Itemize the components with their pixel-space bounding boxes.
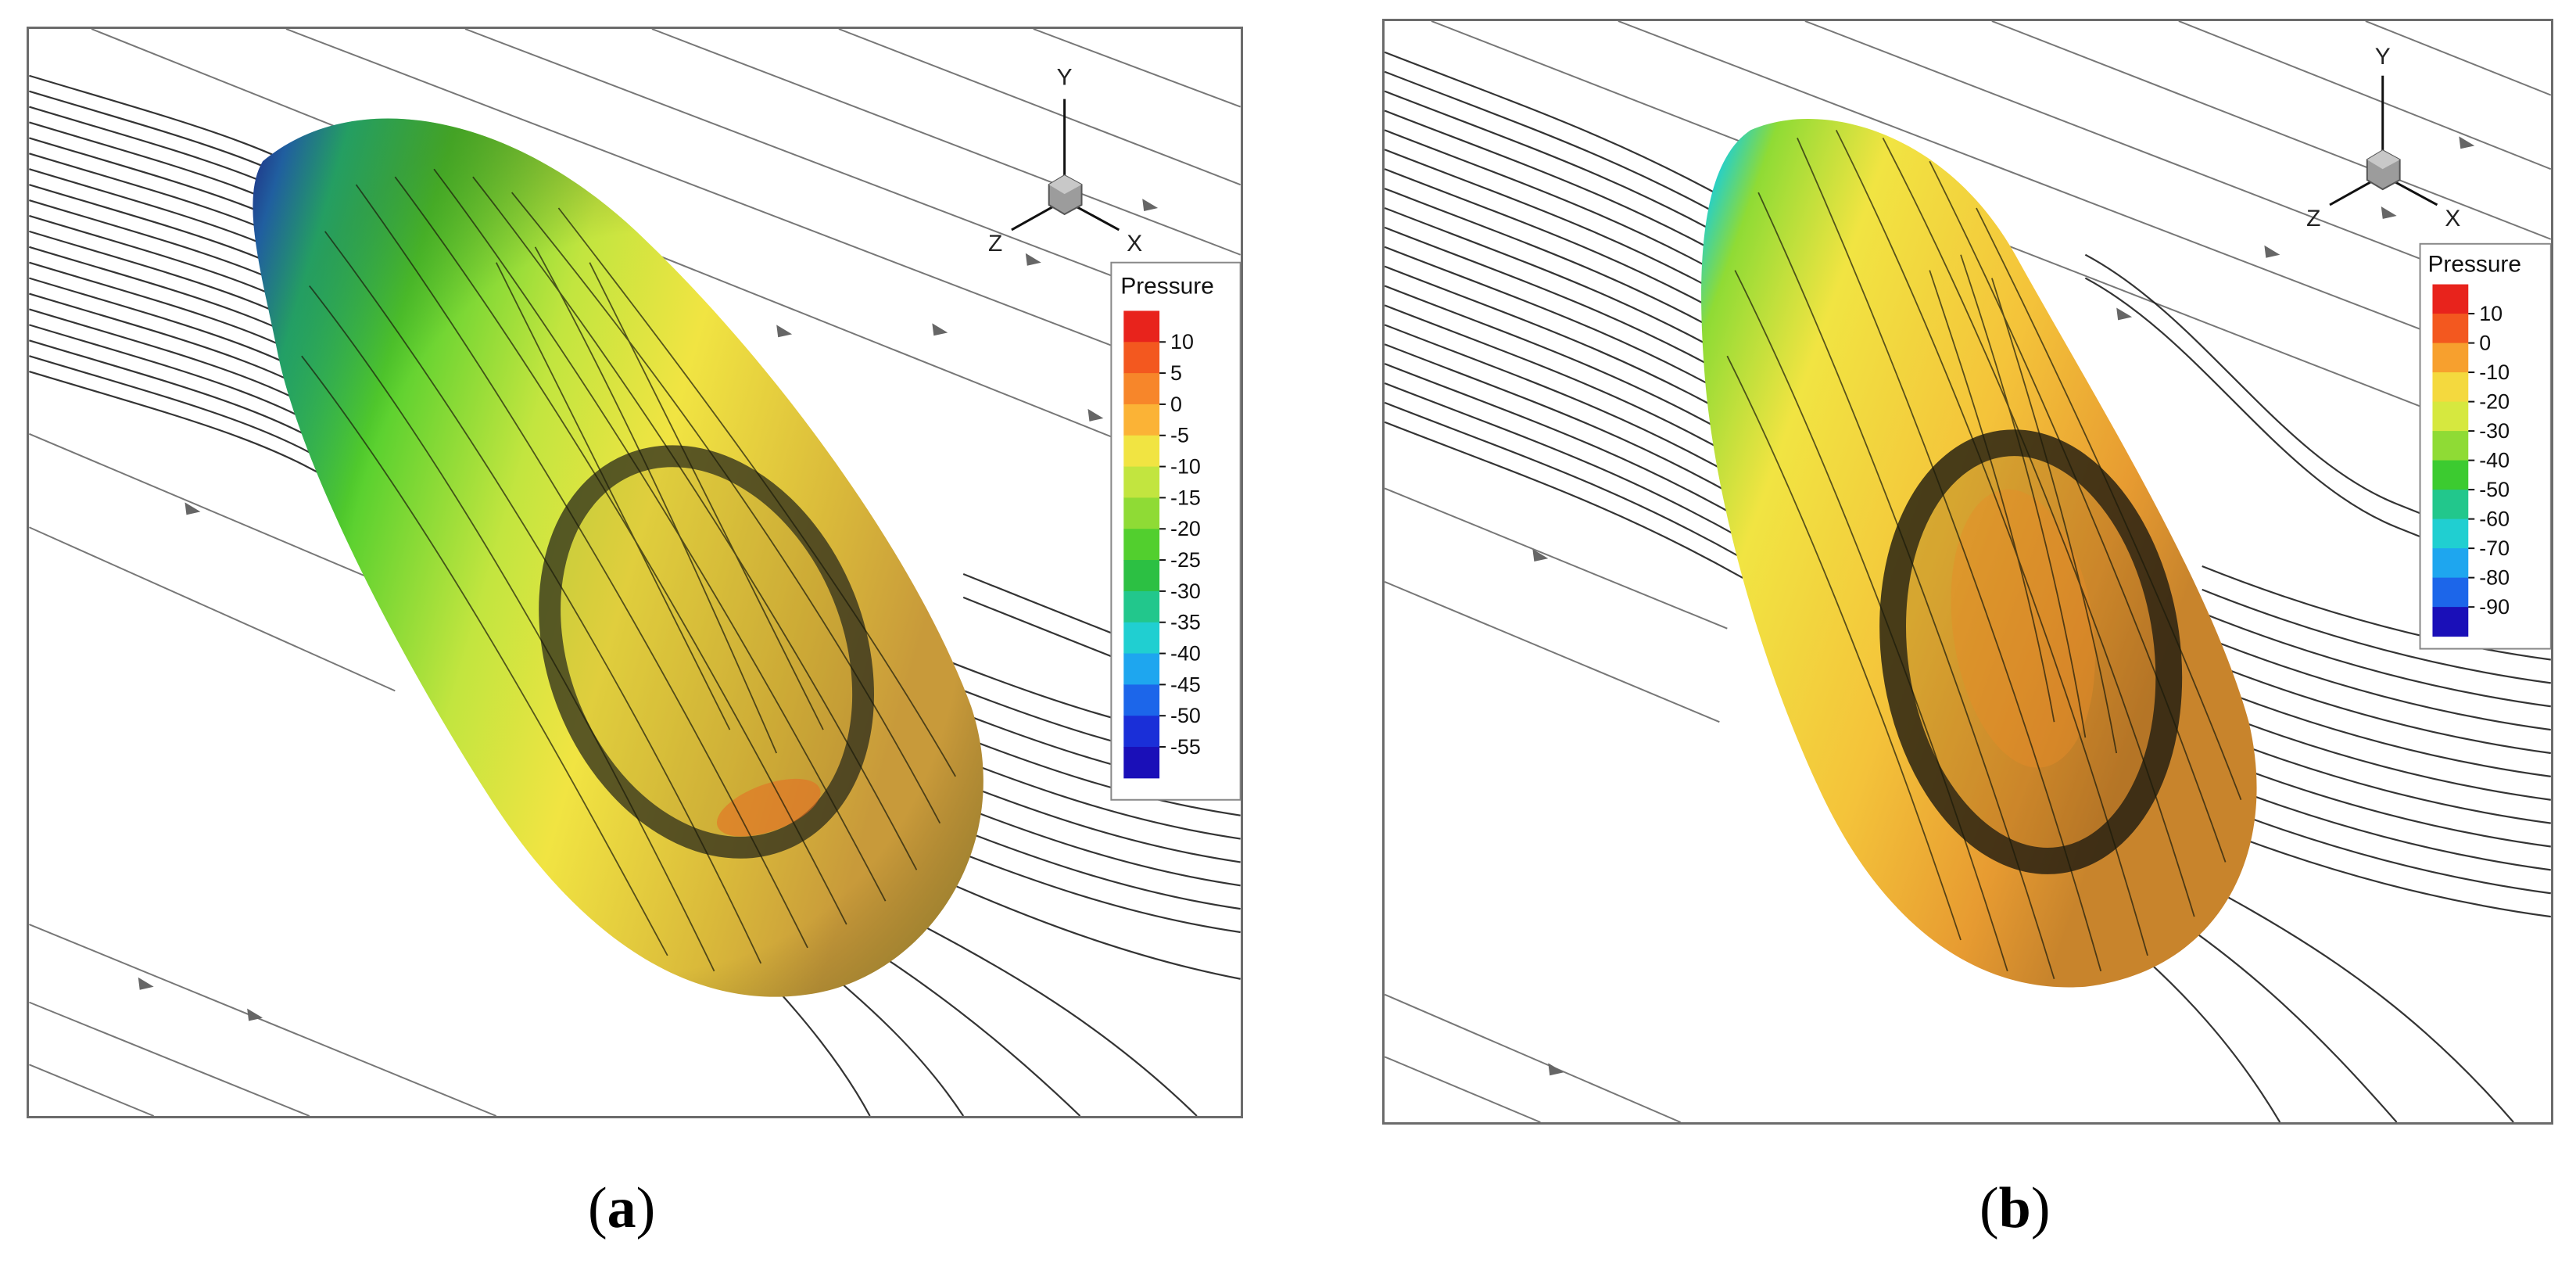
legend-color-swatch [1123, 466, 1160, 498]
legend-tick-label: 10 [1170, 330, 1194, 353]
legend-tick-label: -70 [2479, 536, 2510, 560]
legend-tick-label: 0 [1170, 393, 1182, 416]
panel-b: Y Z X Pressure 10 0 -10 -20 -30 -40 -50 -60 -70 -… [1382, 19, 2553, 1125]
legend-tick-label: 10 [2479, 302, 2503, 325]
legend-tick-label: -35 [1170, 611, 1201, 634]
streamline-bundle-upstream-b [1385, 51, 1743, 579]
ring-vortex-b [1879, 429, 2183, 874]
pressure-legend-a: Pressure 10 5 0 -5 -10 -15 -20 -25 -30 -35 -40 -45 -… [1110, 261, 1241, 801]
caption-a: (a) [588, 1176, 656, 1240]
legend-tick-label: -5 [1170, 424, 1189, 447]
legend-color-swatch [1123, 716, 1160, 748]
legend-color-swatch [2432, 431, 2469, 461]
legend-tick-label: -90 [2479, 595, 2510, 619]
flow-visualization-a: Y Z X Pressure 10 5 0 -5 -10 -15 -20 -25 -30 -35 -… [29, 29, 1241, 1116]
panel-a: Y Z X Pressure 10 5 0 -5 -10 -15 -20 -25 -30 -35 -… [27, 27, 1243, 1118]
caption-b: (b) [1979, 1176, 2051, 1240]
freestream-arrows-a [138, 199, 1159, 1021]
legend-tick-label: -50 [1170, 704, 1201, 727]
legend-color-swatch [2432, 518, 2469, 549]
legend-color-swatch [2432, 460, 2469, 490]
legend-title-b: Pressure [2427, 252, 2520, 278]
legend-tick-label: 0 [2479, 332, 2491, 355]
legend-color-swatch [1123, 590, 1160, 623]
legend-color-swatch [2432, 343, 2469, 373]
legend-tick-label: -25 [1170, 548, 1201, 572]
legend-color-swatch [1123, 529, 1160, 561]
legend-tick-label: -15 [1170, 486, 1201, 509]
pressure-legend-b: Pressure 10 0 -10 -20 -30 -40 -50 -60 -70 -80 -90 [2419, 242, 2551, 650]
legend-ticks-b: 10 0 -10 -20 -30 -40 -50 -60 -70 -80 -90 [2468, 302, 2510, 619]
flow-visualization-b: Y Z X Pressure 10 0 -10 -20 -30 -40 -50 -60 -70 -… [1385, 21, 2551, 1122]
legend-tick-label: -30 [1170, 579, 1201, 603]
legend-tick-label: -40 [1170, 642, 1201, 666]
surface-streamlines-a [301, 168, 957, 972]
axis-label-z: Z [2306, 206, 2320, 231]
legend-color-swatch [2432, 401, 2469, 432]
legend-tick-label: -80 [2479, 566, 2510, 590]
axis-triad-a: Y Z X [988, 65, 1142, 257]
axis-label-x: X [2445, 206, 2460, 231]
legend-color-swatch [2432, 577, 2469, 608]
legend-title-a: Pressure [1120, 274, 1213, 300]
legend-tick-label: -50 [2479, 478, 2510, 501]
legend-color-swatch [1123, 373, 1160, 405]
freestream-arrows-b [1532, 136, 2475, 1076]
legend-tick-label: -20 [2479, 390, 2510, 414]
legend-color-swatch [1123, 435, 1160, 468]
legend-color-swatch [2432, 548, 2469, 579]
legend-color-swatch [1123, 342, 1160, 374]
legend-tick-label: -30 [2479, 419, 2510, 443]
legend-color-swatch [2432, 284, 2469, 314]
legend-colorbar-b [2432, 284, 2469, 637]
legend-tick-label: -20 [1170, 517, 1201, 540]
axis-triad-b: Y Z X [2306, 44, 2460, 231]
axis-label-y: Y [2375, 44, 2391, 70]
legend-colorbar-a [1123, 310, 1160, 779]
legend-color-swatch [1123, 622, 1160, 655]
legend-tick-label: 5 [1170, 361, 1182, 385]
legend-color-swatch [2432, 490, 2469, 520]
legend-color-swatch [1123, 404, 1160, 436]
freestream-lines-a [29, 29, 1241, 1116]
legend-color-swatch [1123, 653, 1160, 685]
axis-label-x: X [1127, 231, 1142, 257]
surface-streamlines-b [1726, 130, 2242, 980]
body-surface-b [1701, 119, 2257, 988]
legend-tick-label: -60 [2479, 508, 2510, 531]
legend-color-swatch [1123, 310, 1160, 343]
legend-color-swatch [1123, 747, 1160, 779]
axis-label-z: Z [988, 231, 1002, 257]
legend-tick-label: -40 [2479, 449, 2510, 472]
legend-tick-label: -10 [1170, 455, 1201, 479]
legend-color-swatch [2432, 372, 2469, 403]
axis-label-y: Y [1057, 65, 1073, 91]
legend-tick-label: -55 [1170, 735, 1201, 759]
legend-color-swatch [2432, 314, 2469, 344]
legend-color-swatch [1123, 684, 1160, 716]
legend-ticks-a: 10 5 0 -5 -10 -15 -20 -25 -30 -35 -40 -45 -50 -55 [1159, 330, 1201, 759]
legend-tick-label: -45 [1170, 673, 1201, 696]
legend-color-swatch [1123, 497, 1160, 529]
legend-color-swatch [2432, 607, 2469, 637]
legend-tick-label: -10 [2479, 361, 2510, 384]
legend-color-swatch [1123, 560, 1160, 592]
